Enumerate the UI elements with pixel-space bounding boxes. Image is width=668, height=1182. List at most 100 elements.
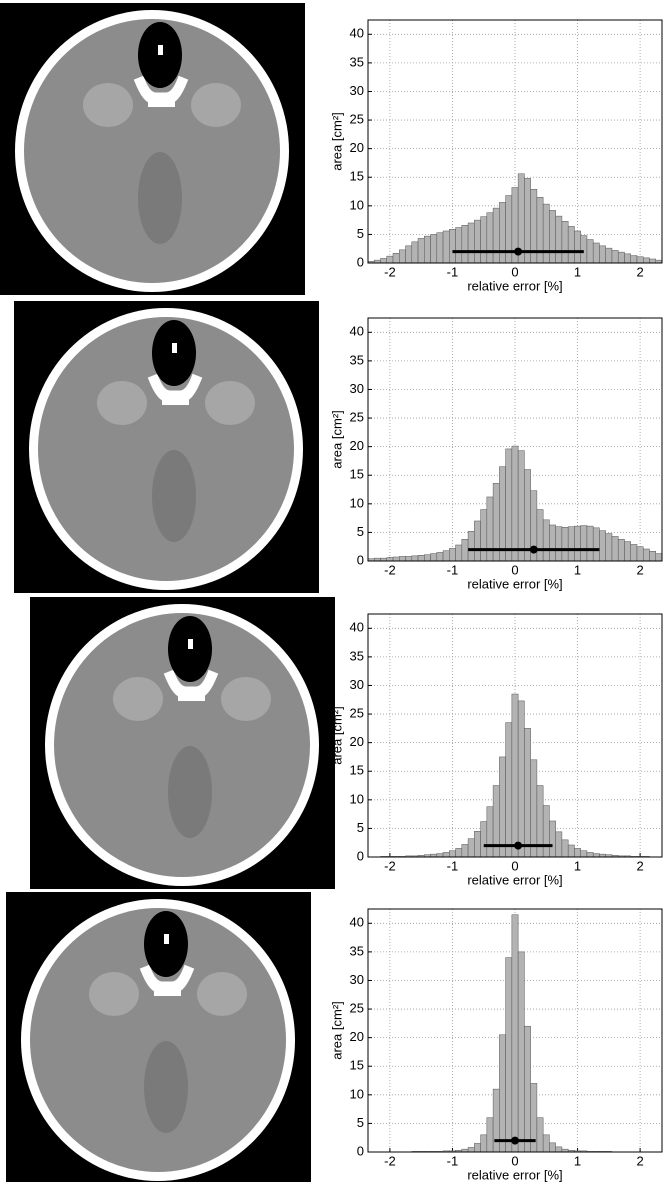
bar xyxy=(555,215,563,264)
y-tick-label: 20 xyxy=(350,140,364,155)
bar xyxy=(542,805,550,858)
bar xyxy=(624,541,631,562)
bar xyxy=(574,848,581,858)
bar xyxy=(461,539,469,562)
bar xyxy=(549,820,556,858)
bar xyxy=(467,1147,475,1153)
bar xyxy=(617,539,625,562)
x-tick-label: -2 xyxy=(384,264,396,279)
x-axis-label: relative error [%] xyxy=(467,576,562,591)
bar xyxy=(424,235,431,264)
bar xyxy=(617,251,625,264)
bar xyxy=(611,250,619,264)
y-tick-label: 10 xyxy=(350,1086,364,1101)
y-tick-label: 10 xyxy=(350,197,364,212)
bar xyxy=(542,519,550,562)
bar xyxy=(592,527,600,562)
bar xyxy=(474,219,481,264)
y-tick-label: 30 xyxy=(350,83,364,98)
x-tick-label: -1 xyxy=(447,1153,459,1168)
bar xyxy=(511,914,519,1153)
x-tick-label: 2 xyxy=(636,562,643,577)
y-tick-label: 20 xyxy=(350,734,364,749)
bar xyxy=(555,831,563,858)
bar xyxy=(455,227,463,264)
bar xyxy=(442,550,450,562)
x-tick-label: 1 xyxy=(574,264,581,279)
bar xyxy=(417,238,425,264)
phantom-image xyxy=(6,892,311,1182)
y-tick-label: 25 xyxy=(350,409,364,424)
y-tick-label: 30 xyxy=(350,381,364,396)
x-tick-label: 0 xyxy=(511,264,518,279)
bar xyxy=(580,850,588,858)
bar xyxy=(586,852,594,858)
bar xyxy=(499,466,506,562)
bar xyxy=(599,245,606,264)
bar xyxy=(411,241,419,264)
bar xyxy=(642,257,650,264)
y-tick-label: 0 xyxy=(357,254,364,269)
bar xyxy=(630,544,638,562)
y-axis-label: area [cm²] xyxy=(329,112,344,171)
y-tick-label: 40 xyxy=(350,915,364,930)
y-tick-label: 40 xyxy=(350,620,364,635)
bar xyxy=(380,258,388,264)
y-tick-label: 0 xyxy=(357,1143,364,1158)
bar xyxy=(449,850,456,858)
y-axis-label: area [cm²] xyxy=(329,410,344,469)
bar xyxy=(574,230,581,264)
y-tick-label: 20 xyxy=(350,438,364,453)
bar xyxy=(636,256,644,264)
bar xyxy=(392,253,400,264)
bar xyxy=(536,1117,544,1153)
bar xyxy=(586,239,594,264)
bar xyxy=(524,728,531,858)
bar xyxy=(524,1025,531,1153)
bar xyxy=(467,531,475,562)
bar xyxy=(474,1143,481,1153)
bar xyxy=(561,839,569,858)
bar xyxy=(542,203,550,264)
x-tick-label: 2 xyxy=(636,1153,643,1168)
y-tick-label: 5 xyxy=(357,524,364,539)
bar xyxy=(517,450,525,562)
bar xyxy=(549,1142,556,1153)
x-tick-label: 0 xyxy=(511,1153,518,1168)
bar xyxy=(630,255,638,264)
bar xyxy=(436,552,444,562)
y-tick-label: 10 xyxy=(350,495,364,510)
bar xyxy=(567,844,575,858)
bar xyxy=(499,202,506,264)
bar xyxy=(486,496,494,562)
bar xyxy=(549,210,556,264)
y-tick-label: 5 xyxy=(357,1115,364,1130)
bar xyxy=(599,530,606,562)
bar xyxy=(530,759,538,858)
y-tick-label: 25 xyxy=(350,1000,364,1015)
y-tick-label: 10 xyxy=(350,791,364,806)
bar xyxy=(392,556,400,562)
bar xyxy=(480,509,488,562)
bar xyxy=(642,548,650,562)
bar xyxy=(567,526,575,562)
y-tick-label: 40 xyxy=(350,324,364,339)
bar xyxy=(486,212,494,264)
bar xyxy=(536,509,544,562)
y-tick-label: 25 xyxy=(350,705,364,720)
y-tick-label: 0 xyxy=(357,848,364,863)
bar xyxy=(455,848,463,858)
mean-marker xyxy=(514,247,523,256)
x-tick-label: -2 xyxy=(384,1153,396,1168)
bar xyxy=(605,247,613,264)
axes-box xyxy=(367,613,663,858)
y-tick-label: 35 xyxy=(350,943,364,958)
x-tick-label: 1 xyxy=(574,562,581,577)
bar xyxy=(505,957,513,1153)
bar xyxy=(574,525,581,562)
bar xyxy=(567,226,575,264)
x-tick-label: 0 xyxy=(511,562,518,577)
x-tick-label: 0 xyxy=(511,858,518,873)
bar xyxy=(474,520,481,562)
